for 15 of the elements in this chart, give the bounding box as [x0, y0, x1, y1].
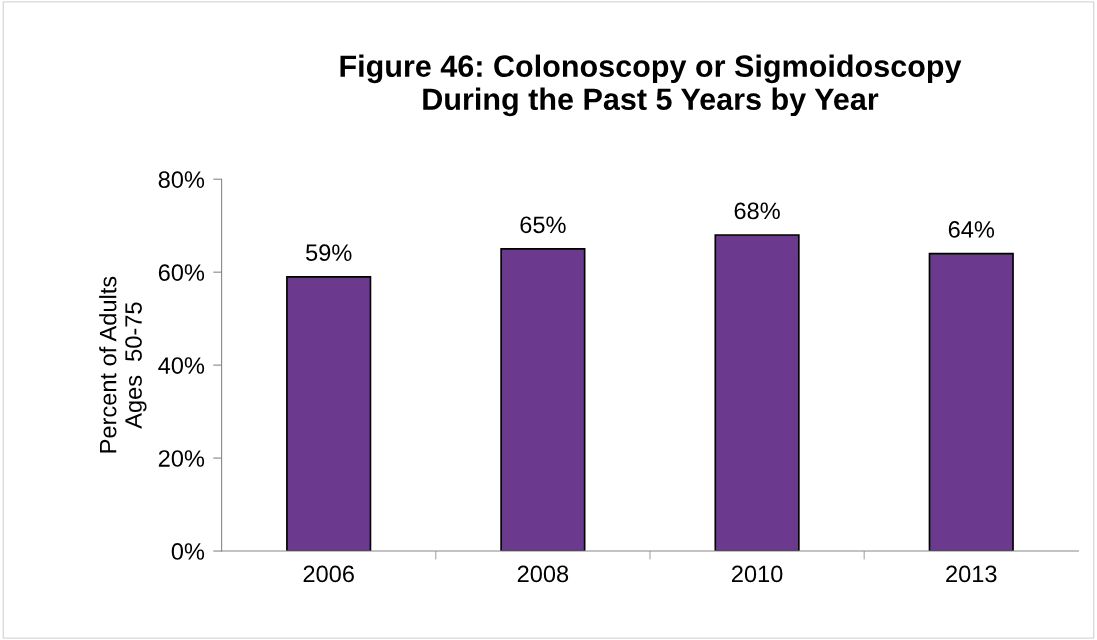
y-tick-label: 20% [158, 450, 205, 467]
data-label: 64% [948, 221, 995, 238]
data-label: 68% [734, 202, 780, 220]
x-tick-label: 2008 [517, 565, 569, 583]
y-tick-label: 0% [171, 543, 205, 560]
y-tick-label: 60% [158, 264, 205, 281]
data-label: 59% [306, 244, 352, 262]
y-tick-label: 40% [158, 357, 205, 374]
x-tick-label: 2006 [303, 565, 354, 583]
y-tick-label: 80% [158, 171, 205, 188]
x-tick-label: 2013 [946, 565, 997, 583]
chart-title: Figure 46: Colonoscopy or Sigmoidoscopy During the Past 5 Years by Year [340, 54, 962, 117]
x-tick-label: 2010 [732, 565, 783, 583]
y-axis-title: Percent of Adults Ages 50-75 [99, 276, 147, 453]
data-label: 65% [520, 216, 566, 234]
